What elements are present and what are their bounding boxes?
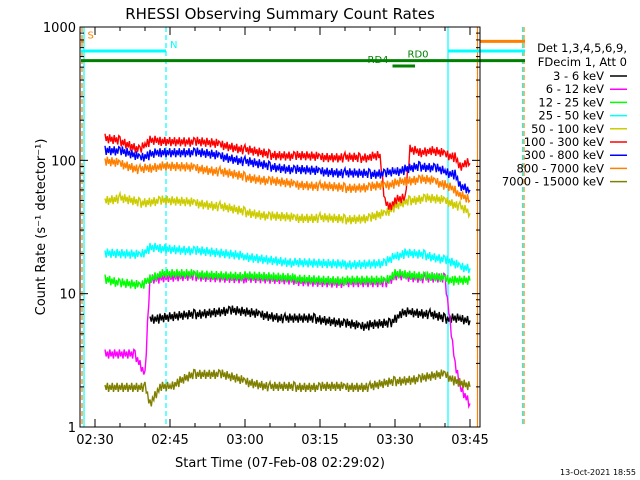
legend-header-line-2: FDecim 1, Att 0: [538, 55, 627, 69]
flag-label-N: N: [170, 40, 177, 51]
x-axis-label: Start Time (07-Feb-08 02:29:02): [175, 456, 385, 471]
series-line-2: [104, 269, 471, 290]
y-axis: 1 10 100 1000: [43, 21, 480, 436]
x-tick-label-0: 02:30: [76, 433, 113, 448]
footer-timestamp: 13-Oct-2021 18:55: [560, 468, 636, 477]
chart-title: RHESSI Observing Summary Count Rates: [125, 5, 435, 23]
series-6: [104, 145, 471, 195]
x-tick-label-5: 03:45: [451, 433, 488, 448]
series-line-7: [104, 156, 471, 204]
x-axis: 02:30 02:45 03:00 03:15 03:30 03:45: [76, 27, 489, 448]
x-tick-label-2: 03:00: [226, 433, 263, 448]
flag-label-S: S: [88, 30, 94, 41]
legend-label-5: 100 - 300 keV: [524, 135, 604, 149]
chart-marks: S N RD0 RD4: [81, 27, 525, 427]
series-line-3: [104, 242, 471, 274]
series-line-6: [104, 145, 471, 195]
flag-label-RD4: RD4: [368, 55, 389, 66]
legend-header-line-1: Det 1,3,4,5,6,9,: [537, 41, 627, 55]
series-line-8: [104, 368, 471, 407]
series-3: [104, 242, 471, 274]
series-4: [104, 190, 471, 225]
flag-label-RD0: RD0: [408, 50, 429, 61]
y-tick-label-0: 1: [68, 421, 76, 436]
series-line-4: [104, 190, 471, 225]
series-7: [104, 156, 471, 204]
y-tick-label-1: 10: [59, 288, 76, 303]
legend-label-8: 7000 - 15000 keV: [502, 175, 604, 189]
series-0: [149, 305, 471, 331]
y-axis-label: Count Rate (s⁻¹ detector⁻¹): [34, 139, 49, 316]
legend-label-6: 300 - 800 keV: [524, 148, 604, 162]
x-tick-label-4: 03:30: [376, 433, 413, 448]
legend-label-2: 12 - 25 keV: [538, 95, 604, 109]
plot-frame: [79, 26, 481, 428]
legend-label-3: 25 - 50 keV: [538, 109, 604, 123]
series-2: [104, 269, 471, 290]
y-tick-label-3: 1000: [43, 21, 76, 36]
y-tick-label-2: 100: [51, 154, 76, 169]
legend-label-1: 6 - 12 keV: [546, 82, 604, 96]
x-tick-label-1: 02:45: [151, 433, 188, 448]
x-tick-label-3: 03:15: [301, 433, 338, 448]
legend: Det 1,3,4,5,6,9, FDecim 1, Att 0 3 - 6 k…: [502, 41, 627, 189]
series-line-0: [149, 305, 471, 331]
legend-label-0: 3 - 6 keV: [553, 69, 604, 83]
legend-label-7: 800 - 7000 keV: [516, 161, 604, 175]
series-8: [104, 368, 471, 407]
legend-label-4: 50 - 100 keV: [531, 122, 604, 136]
